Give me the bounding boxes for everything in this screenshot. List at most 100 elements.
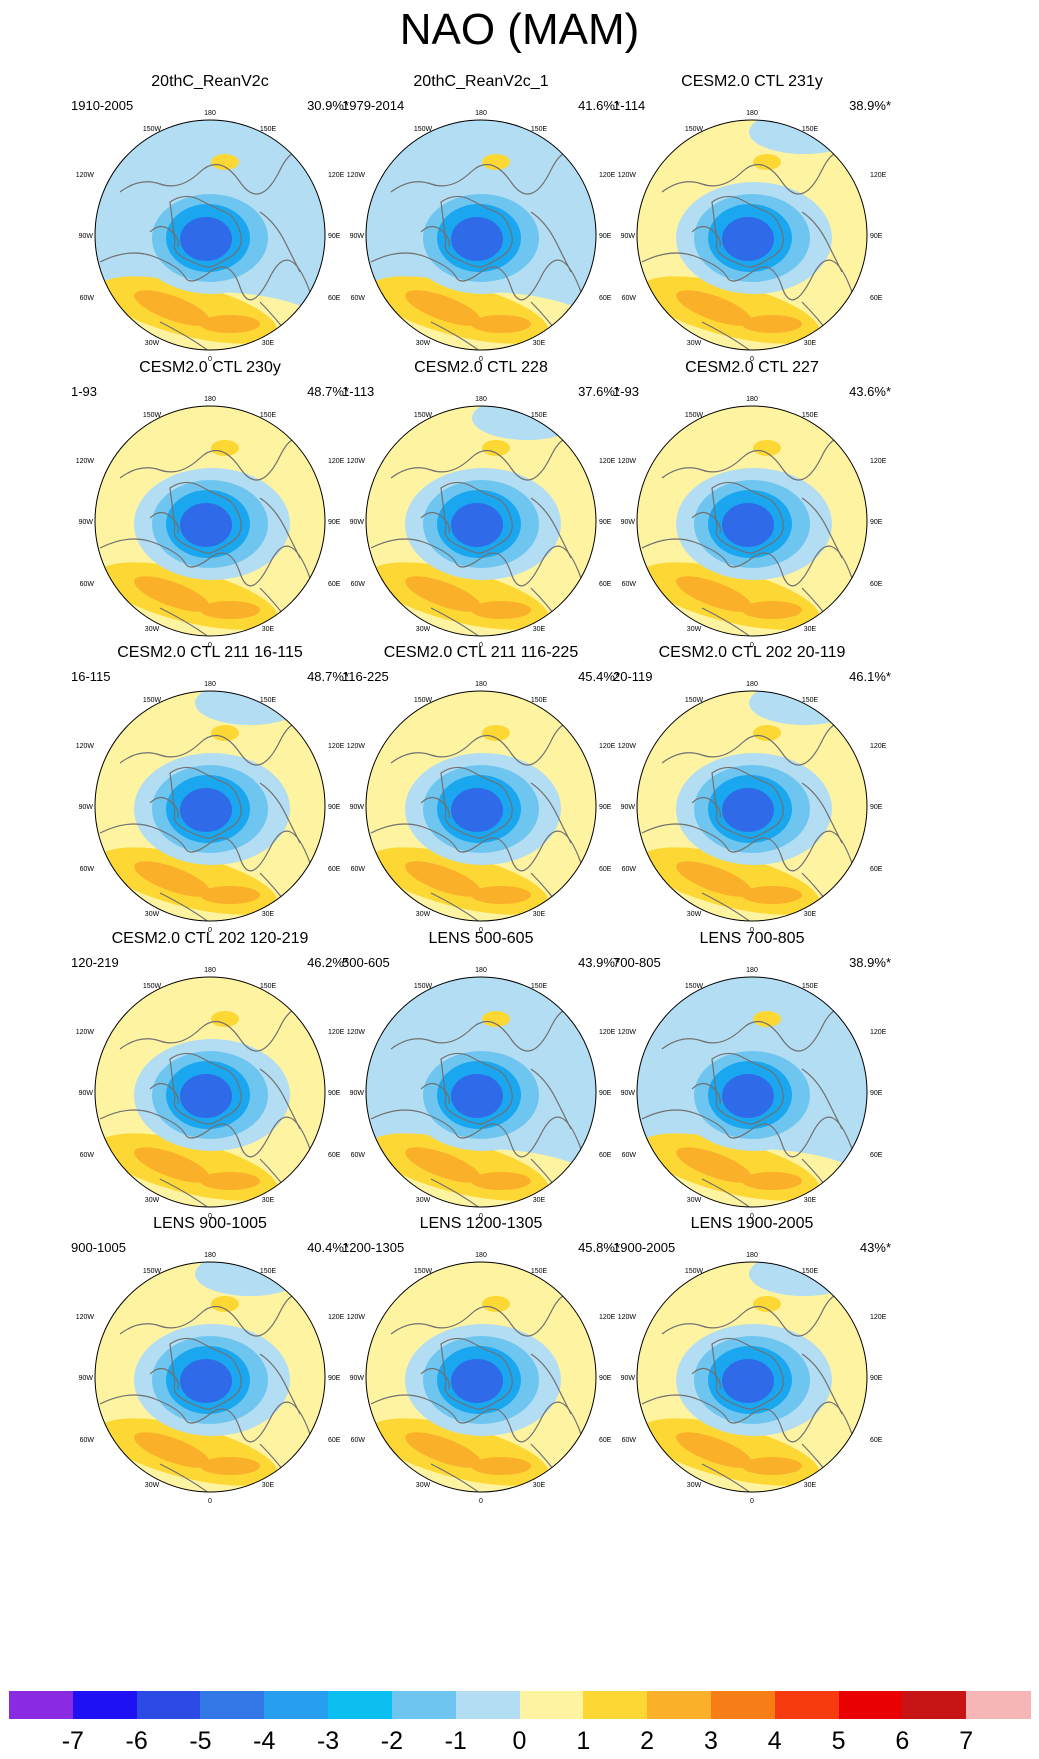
coastline <box>119 1293 321 1337</box>
longitude-label: 150W <box>143 697 162 704</box>
longitude-label: 60E <box>328 866 341 873</box>
map-panel: CESM2.0 CTL 227 1-93 43.6%* 180 150W 150E 120W… <box>602 358 902 673</box>
colorbar-label: 3 <box>703 1727 718 1755</box>
longitude-label: 90E <box>599 804 612 811</box>
panel-title: CESM2.0 CTL 202 120-219 <box>111 930 309 947</box>
map-panel: CESM2.0 CTL 202 20-119 20-119 46.1%* 180 150… <box>602 643 902 958</box>
panel-period: 1200-1305 <box>342 1240 405 1255</box>
positive-core-east <box>471 886 531 904</box>
panel-period: 900-1005 <box>71 1240 126 1255</box>
coastline <box>390 151 592 195</box>
longitude-label: 30E <box>533 911 546 918</box>
longitude-label: 0 <box>750 1498 754 1505</box>
coastline <box>691 1367 721 1390</box>
map-border <box>365 690 597 922</box>
coastline <box>440 195 513 268</box>
longitude-label: 150W <box>143 126 162 133</box>
coastline <box>691 1082 721 1105</box>
coastline <box>801 782 843 844</box>
coastline <box>119 1008 321 1052</box>
longitude-label: 60E <box>328 581 341 588</box>
panel-period: 116-225 <box>342 669 389 684</box>
negative-core <box>451 1074 503 1118</box>
longitude-label: 60E <box>599 295 612 302</box>
longitude-label: 0 <box>479 1498 483 1505</box>
longitude-label: 150W <box>414 1268 433 1275</box>
longitude-label: 180 <box>204 681 216 688</box>
longitude-label: 30E <box>262 626 275 633</box>
panel-variance: 41.6%* <box>578 98 620 113</box>
longitude-label: 150E <box>802 1268 819 1275</box>
positive-core-east <box>200 315 260 333</box>
negative-core <box>451 503 503 547</box>
map-border <box>365 1261 597 1493</box>
colorbar-label: 7 <box>959 1727 974 1755</box>
colorbar-label: 4 <box>767 1727 782 1755</box>
positive-core-east <box>471 315 531 333</box>
longitude-label: 60E <box>599 581 612 588</box>
longitude-label: 30E <box>804 1482 817 1489</box>
panel-title: LENS 500-605 <box>428 930 534 947</box>
longitude-label: 180 <box>204 967 216 974</box>
coastline <box>440 1337 513 1410</box>
negative-core <box>180 503 232 547</box>
map-border <box>94 976 326 1208</box>
coastline <box>420 796 450 819</box>
colorbar-swatch <box>966 1691 1031 1719</box>
map-border <box>636 1261 868 1493</box>
pacific-positive-blob <box>482 1011 510 1027</box>
colorbar-label: 1 <box>576 1727 591 1755</box>
colorbar-swatch <box>136 1691 201 1719</box>
longitude-label: 150W <box>685 1268 704 1275</box>
colorbar-swatch <box>583 1691 648 1719</box>
longitude-label: 0 <box>479 356 483 363</box>
positive-core <box>134 1147 210 1183</box>
longitude-label: 60W <box>622 866 637 873</box>
longitude-label: 90E <box>870 1090 883 1097</box>
longitude-label: 150W <box>685 412 704 419</box>
panel-title: LENS 1200-1305 <box>419 1215 543 1232</box>
longitude-label: 0 <box>208 356 212 363</box>
positive-core-east <box>200 1172 260 1190</box>
coastline <box>701 892 793 921</box>
coastline <box>661 1293 863 1337</box>
panel-variance: 37.6%* <box>578 384 620 399</box>
panel-variance: 38.9%* <box>849 98 891 113</box>
map-border <box>94 405 326 637</box>
longitude-label: 60W <box>351 295 366 302</box>
longitude-label: 180 <box>746 681 758 688</box>
coastline <box>661 151 863 195</box>
positive-core <box>676 290 752 326</box>
longitude-label: 150E <box>531 983 548 990</box>
negative-core <box>451 788 503 832</box>
positive-core <box>676 576 752 612</box>
longitude-label: 90W <box>79 1375 94 1382</box>
positive-core-east <box>742 1172 802 1190</box>
pacific-positive-blob <box>211 1011 239 1027</box>
longitude-label: 60E <box>599 1152 612 1159</box>
map-panel: LENS 700-805 700-805 38.9%* 180 150W 150E 120W… <box>602 929 902 1244</box>
longitude-label: 60W <box>351 581 366 588</box>
longitude-label: 150E <box>802 412 819 419</box>
longitude-label: 90E <box>599 519 612 526</box>
longitude-label: 90W <box>350 804 365 811</box>
coastline <box>691 225 721 248</box>
longitude-label: 30W <box>687 911 702 918</box>
panel-variance: 45.8%* <box>578 1240 620 1255</box>
positive-core-east <box>742 1457 802 1475</box>
longitude-label: 120E <box>599 1314 616 1321</box>
coastline <box>259 782 301 844</box>
polar-map: 180 150W 150E 120W 120E 90W 90E 60W 60E 30W 30E 0 <box>76 967 345 1220</box>
longitude-label: 120E <box>599 172 616 179</box>
positive-core <box>676 1147 752 1183</box>
longitude-label: 0 <box>479 927 483 934</box>
longitude-label: 120W <box>76 743 95 750</box>
coastline <box>420 1082 450 1105</box>
colorbar-label: 0 <box>512 1727 527 1755</box>
longitude-label: 30W <box>687 626 702 633</box>
coastline <box>691 796 721 819</box>
panel-variance: 43.6%* <box>849 384 891 399</box>
panel-variance: 45.4%* <box>578 669 620 684</box>
coastline <box>259 1353 301 1415</box>
longitude-label: 120W <box>76 1029 95 1036</box>
